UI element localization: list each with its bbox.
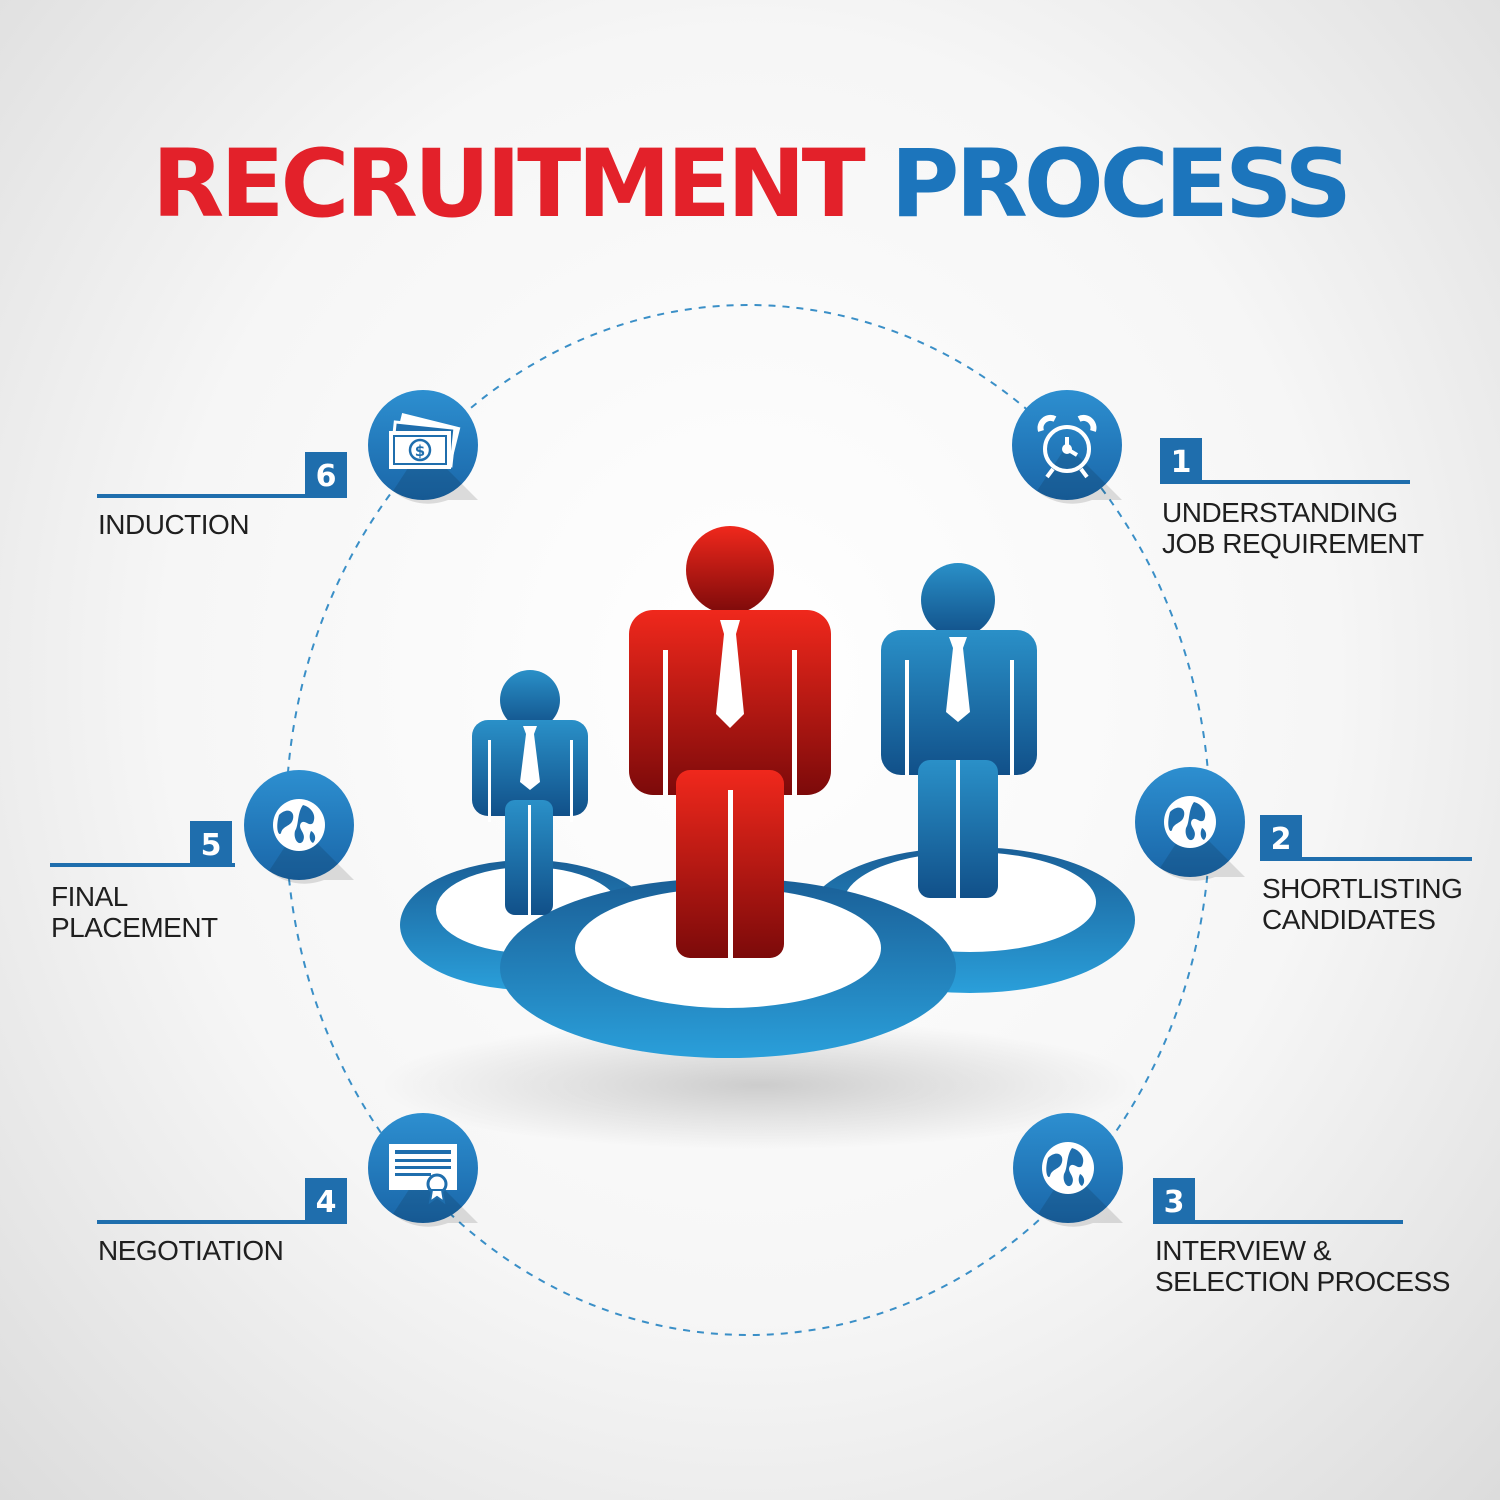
step-5-number: 5 (201, 828, 222, 863)
step-6-rule (97, 494, 347, 498)
step-1-badge (1012, 390, 1122, 504)
step-5-badge (244, 770, 354, 884)
step-4-label-line1: NEGOTIATION (98, 1235, 284, 1266)
step-6-badge: $ (368, 390, 478, 504)
step-2-number-box (1260, 815, 1302, 859)
step-3-number-box (1153, 1178, 1195, 1222)
step-1-label: UNDERSTANDING JOB REQUIREMENT (1162, 497, 1424, 559)
globe-icon (1042, 1142, 1094, 1194)
step-3-label-line1: INTERVIEW & (1155, 1235, 1332, 1266)
step-2-badge (1135, 767, 1245, 881)
svg-text:$: $ (415, 442, 425, 460)
step-4-rule (97, 1220, 347, 1224)
step-6-number: 6 (316, 459, 337, 494)
step-1-label-line1: UNDERSTANDING (1162, 497, 1398, 528)
step-6-label-line1: INDUCTION (98, 509, 250, 540)
step-2-label: SHORTLISTING CANDIDATES (1262, 873, 1463, 935)
step-3-badge (1013, 1113, 1123, 1227)
globe-icon (1164, 796, 1216, 848)
money-icon: $ (389, 412, 461, 469)
person-figure-left (472, 670, 588, 915)
floor-shadow (380, 1020, 1140, 1150)
step-1-number-box (1160, 438, 1202, 482)
step-5-label: FINAL PLACEMENT (51, 881, 218, 943)
step-2-rule (1260, 857, 1472, 861)
step-1-label-line2: JOB REQUIREMENT (1162, 528, 1424, 559)
step-4-label: NEGOTIATION (98, 1235, 284, 1266)
person-figure-right (881, 563, 1037, 898)
alarm-clock-icon (1037, 414, 1097, 479)
title-process: PROCESS (890, 130, 1353, 239)
person-figure-center (629, 526, 831, 958)
step-1-rule (1160, 480, 1410, 484)
step-4-number-box (305, 1178, 347, 1222)
step-4-badge (368, 1113, 478, 1227)
step-6-number-box (305, 452, 347, 496)
title-recruitment: RECRUITMENT (151, 130, 866, 239)
step-3-rule (1153, 1220, 1403, 1224)
step-3-label: INTERVIEW & SELECTION PROCESS (1155, 1235, 1450, 1297)
step-5-number-box (190, 821, 232, 865)
step-4-number: 4 (316, 1185, 337, 1220)
certificate-icon (389, 1144, 457, 1205)
page-title: RECRUITMENT PROCESS (0, 138, 1500, 232)
step-3-number: 3 (1164, 1185, 1185, 1220)
step-5-label-line2: PLACEMENT (51, 912, 218, 943)
step-5-label-line1: FINAL (51, 881, 128, 912)
globe-icon (273, 799, 325, 851)
step-6-label: INDUCTION (98, 509, 250, 540)
step-1-number: 1 (1171, 445, 1192, 480)
step-2-number: 2 (1271, 822, 1292, 857)
step-3-label-line2: SELECTION PROCESS (1155, 1266, 1450, 1297)
step-2-label-line1: SHORTLISTING (1262, 873, 1463, 904)
step-5-rule (50, 863, 235, 867)
step-2-label-line2: CANDIDATES (1262, 904, 1436, 935)
